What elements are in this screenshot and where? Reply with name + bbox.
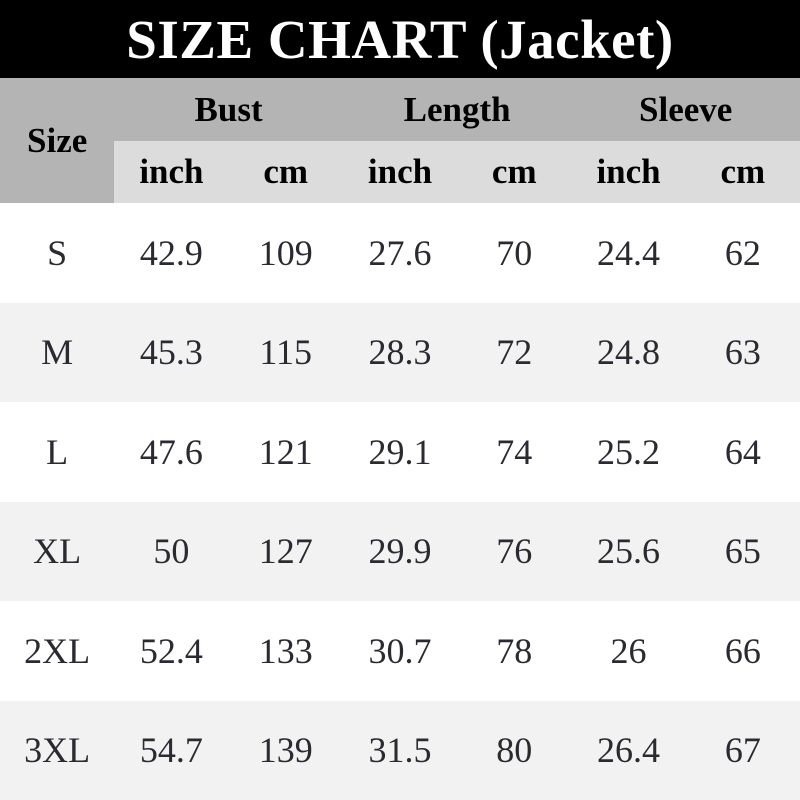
- value-cell: 109: [258, 232, 313, 273]
- table-row-m: M 45.3 115 28.3 72 24.8 63: [0, 302, 800, 402]
- size-cell: S: [47, 232, 68, 273]
- value-cell: 47.6: [139, 431, 203, 472]
- value-cell: 115: [259, 332, 313, 373]
- size-chart-table: Size Bust Length Sleeve inch cm inch cm …: [0, 78, 800, 800]
- value-cell: 121: [258, 431, 313, 472]
- value-cell: 24.4: [597, 232, 661, 273]
- value-cell: 63: [724, 332, 761, 373]
- value-cell: 27.6: [368, 232, 432, 273]
- value-cell: 31.5: [368, 730, 432, 771]
- group-header-bust: Bust: [114, 78, 343, 141]
- value-cell: 65: [724, 531, 761, 572]
- value-cell: 50: [153, 531, 190, 572]
- value-cell: 24.8: [597, 332, 661, 373]
- value-cell: 26.4: [597, 730, 661, 771]
- value-cell: 54.7: [139, 730, 203, 771]
- table-row-3xl: 3XL 54.7 139 31.5 80 26.4 67: [0, 700, 800, 800]
- size-cell: XL: [33, 531, 82, 572]
- table-row-xl: XL 50 127 29.9 76 25.6 65: [0, 501, 800, 601]
- value-cell: 25.2: [597, 431, 661, 472]
- value-cell: 26: [610, 630, 647, 671]
- table-body: S 42.9 109 27.6 70 24.4 62 M 45.3 115 28…: [0, 203, 800, 800]
- unit-header-length-inch: inch: [342, 141, 458, 203]
- value-cell: 80: [496, 730, 533, 771]
- unit-header-sleeve-inch: inch: [571, 141, 686, 203]
- unit-header-bust-cm: cm: [228, 141, 343, 203]
- value-cell: 66: [724, 630, 761, 671]
- table-header: Size Bust Length Sleeve inch cm inch cm …: [0, 78, 800, 203]
- value-cell: 64: [724, 431, 761, 472]
- table-row-l: L 47.6 121 29.1 74 25.2 64: [0, 402, 800, 502]
- table-row-2xl: 2XL 52.4 133 30.7 78 26 66: [0, 601, 800, 701]
- size-cell: 2XL: [24, 630, 91, 671]
- unit-header-sleeve-cm: cm: [685, 141, 800, 203]
- value-cell: 30.7: [368, 630, 432, 671]
- group-header-row: Size Bust Length Sleeve: [0, 78, 800, 203]
- value-cell: 72: [496, 332, 533, 373]
- title-bar: SIZE CHART (Jacket): [0, 0, 800, 78]
- value-cell: 52.4: [139, 630, 203, 671]
- table-row-s: S 42.9 109 27.6 70 24.4 62: [0, 203, 800, 303]
- size-column-header: Size: [0, 78, 115, 203]
- group-header-length: Length: [342, 78, 572, 141]
- size-cell: L: [46, 431, 69, 472]
- value-cell: 28.3: [368, 332, 432, 373]
- group-header-sleeve: Sleeve: [571, 78, 800, 141]
- value-cell: 76: [496, 531, 533, 572]
- value-cell: 74: [496, 431, 533, 472]
- value-cell: 25.6: [597, 531, 661, 572]
- value-cell: 29.9: [368, 531, 432, 572]
- value-cell: 127: [258, 531, 313, 572]
- size-cell: 3XL: [24, 730, 91, 771]
- unit-header-length-cm: cm: [457, 141, 572, 203]
- unit-header-row: inch cm inch cm inch cm: [0, 141, 800, 203]
- value-cell: 42.9: [139, 232, 203, 273]
- value-cell: 29.1: [368, 431, 432, 472]
- value-cell: 139: [258, 730, 313, 771]
- value-cell: 78: [496, 630, 533, 671]
- value-cell: 67: [724, 730, 761, 771]
- size-cell: M: [41, 332, 74, 373]
- unit-header-bust-inch: inch: [114, 141, 229, 203]
- value-cell: 70: [496, 232, 533, 273]
- page-title: SIZE CHART (Jacket): [126, 8, 674, 70]
- value-cell: 62: [724, 232, 761, 273]
- value-cell: 133: [258, 630, 313, 671]
- value-cell: 45.3: [139, 332, 203, 373]
